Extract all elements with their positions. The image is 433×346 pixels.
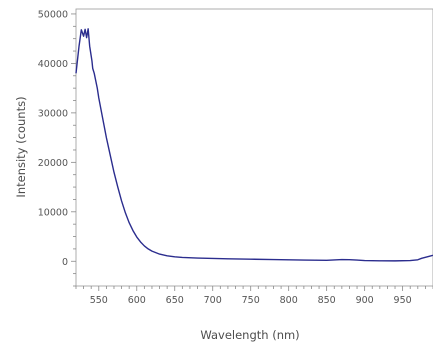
x-tick-label: 550 [90,295,108,306]
x-tick-label: 600 [128,295,146,306]
y-axis: 0 10000 20000 30000 40000 50000 [38,9,76,287]
y-tick-label: 30000 [38,108,68,119]
y-tick-label: 20000 [38,158,68,169]
x-tick-label: 800 [280,295,298,306]
x-tick-label: 750 [242,295,260,306]
x-axis-title: Wavelength (nm) [200,328,299,342]
x-axis: 550 600 650 700 750 800 850 900 950 [75,286,433,306]
y-tick-label: 40000 [38,59,68,70]
y-tick-label: 0 [62,257,68,268]
y-tick-label: 10000 [38,207,68,218]
y-tick-label: 50000 [38,9,68,20]
x-tick-label: 850 [318,295,336,306]
intensity-series-line [75,28,433,262]
x-tick-label: 650 [166,295,184,306]
plot-frame [75,8,433,287]
x-tick-label: 950 [394,295,412,306]
y-axis-title: Intensity (counts) [14,96,28,197]
x-tick-label: 700 [204,295,222,306]
x-tick-label: 900 [356,295,374,306]
